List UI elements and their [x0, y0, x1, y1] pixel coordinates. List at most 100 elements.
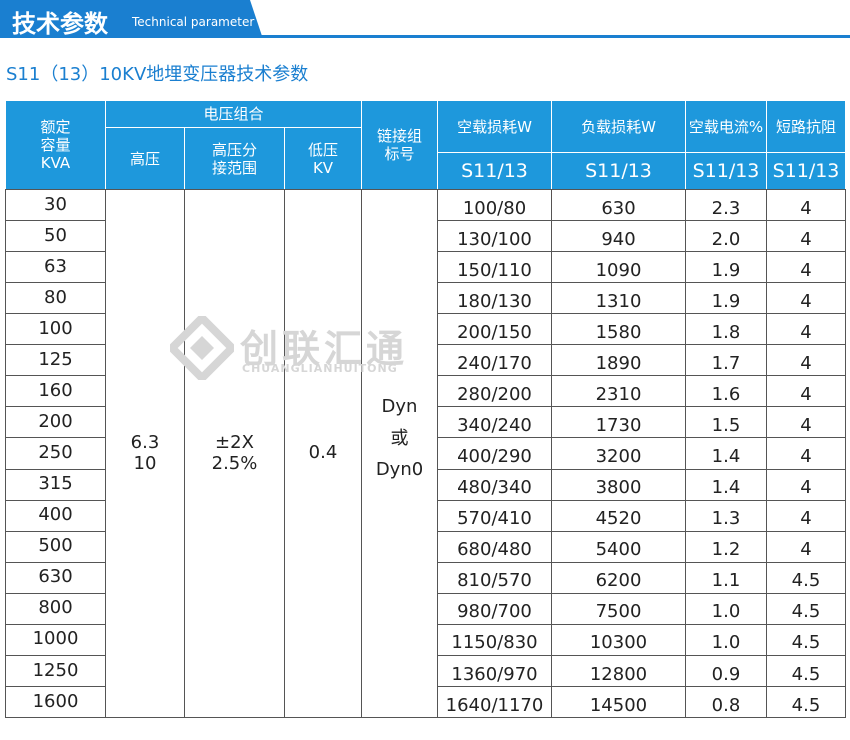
capacity-cell: 160: [5, 375, 106, 408]
value-cell: 1.6: [685, 375, 767, 408]
value-cell: 1150/830: [437, 623, 552, 656]
value-cell: 130/100: [437, 220, 552, 253]
value-cell: 3800: [551, 468, 686, 501]
value-cell: 570/410: [437, 499, 552, 532]
value-cell: 4: [766, 251, 846, 284]
capacity-cell: 100: [5, 313, 106, 346]
group-header: 电压组合: [105, 100, 362, 128]
value-cell: 480/340: [437, 468, 552, 501]
capacity-cell: 125: [5, 344, 106, 377]
value-cell: 1.0: [685, 623, 767, 656]
value-cell: 4: [766, 499, 846, 532]
value-cell: 14500: [551, 685, 686, 718]
value-cell: 4: [766, 220, 846, 253]
value-cell: 1.4: [685, 468, 767, 501]
header-bar: [0, 0, 850, 38]
value-cell: 12800: [551, 654, 686, 687]
value-cell: 1.7: [685, 344, 767, 377]
value-cell: 1890: [551, 344, 686, 377]
value-cell: 4.5: [766, 685, 846, 718]
column-header: 负载损耗W: [551, 100, 686, 153]
value-cell: 4: [766, 468, 846, 501]
watermark-name: 创联汇通: [240, 327, 409, 371]
header-subtitle: Technical parameter: [132, 15, 255, 29]
column-header: 低压 KV: [284, 127, 362, 190]
column-header: 高压: [105, 127, 185, 190]
column-header: 链接组 标号: [361, 100, 438, 190]
table-title: S11（13）10KV地埋变压器技术参数: [6, 64, 309, 85]
merged-cell: Dyn 或 Dyn0: [361, 189, 438, 718]
capacity-cell: 1600: [5, 685, 106, 718]
value-cell: 0.9: [685, 654, 767, 687]
value-cell: 4: [766, 282, 846, 315]
capacity-cell: 315: [5, 468, 106, 501]
capacity-cell: 80: [5, 282, 106, 315]
value-cell: 1.0: [685, 592, 767, 625]
value-cell: 680/480: [437, 530, 552, 563]
value-cell: 10300: [551, 623, 686, 656]
value-cell: 4: [766, 530, 846, 563]
capacity-cell: 250: [5, 437, 106, 470]
column-header: 空载电流%: [685, 100, 767, 153]
value-cell: 6200: [551, 561, 686, 594]
value-cell: 1640/1170: [437, 685, 552, 718]
value-cell: 4: [766, 313, 846, 346]
value-cell: 1360/970: [437, 654, 552, 687]
value-cell: 7500: [551, 592, 686, 625]
value-cell: 4: [766, 189, 846, 222]
sub-header: S11/13: [551, 152, 686, 190]
value-cell: 4.5: [766, 654, 846, 687]
column-header: 空载损耗W: [437, 100, 552, 153]
value-cell: 810/570: [437, 561, 552, 594]
value-cell: 980/700: [437, 592, 552, 625]
value-cell: 2310: [551, 375, 686, 408]
value-cell: 1580: [551, 313, 686, 346]
watermark-logo: [170, 316, 234, 380]
value-cell: 1.8: [685, 313, 767, 346]
watermark-pinyin: CHUANGLIANHUITONG: [242, 362, 398, 375]
value-cell: 1.4: [685, 437, 767, 470]
sub-header: S11/13: [437, 152, 552, 190]
capacity-cell: 500: [5, 530, 106, 563]
capacity-cell: 30: [5, 189, 106, 222]
value-cell: 4: [766, 344, 846, 377]
value-cell: 4: [766, 437, 846, 470]
value-cell: 150/110: [437, 251, 552, 284]
capacity-cell: 1250: [5, 654, 106, 687]
capacity-cell: 1000: [5, 623, 106, 656]
capacity-cell: 800: [5, 592, 106, 625]
value-cell: 4: [766, 375, 846, 408]
merged-cell: 0.4: [284, 189, 362, 718]
capacity-cell: 400: [5, 499, 106, 532]
value-cell: 4.5: [766, 623, 846, 656]
value-cell: 1.9: [685, 282, 767, 315]
merged-cell: 6.3 10: [105, 189, 185, 718]
sub-header: S11/13: [685, 152, 767, 190]
value-cell: 400/290: [437, 437, 552, 470]
value-cell: 1.1: [685, 561, 767, 594]
capacity-cell: 50: [5, 220, 106, 253]
header-title: 技术参数: [12, 10, 108, 38]
value-cell: 630: [551, 189, 686, 222]
value-cell: 340/240: [437, 406, 552, 439]
capacity-cell: 630: [5, 561, 106, 594]
merged-cell: ±2X 2.5%: [184, 189, 285, 718]
value-cell: 5400: [551, 530, 686, 563]
value-cell: 280/200: [437, 375, 552, 408]
value-cell: 240/170: [437, 344, 552, 377]
value-cell: 4520: [551, 499, 686, 532]
capacity-cell: 200: [5, 406, 106, 439]
value-cell: 4: [766, 406, 846, 439]
value-cell: 1.2: [685, 530, 767, 563]
value-cell: 1.5: [685, 406, 767, 439]
value-cell: 4.5: [766, 561, 846, 594]
value-cell: 200/150: [437, 313, 552, 346]
value-cell: 1310: [551, 282, 686, 315]
value-cell: 1.9: [685, 251, 767, 284]
value-cell: 1.3: [685, 499, 767, 532]
value-cell: 1090: [551, 251, 686, 284]
value-cell: 1730: [551, 406, 686, 439]
column-header: 额定 容量 KVA: [5, 100, 106, 190]
value-cell: 180/130: [437, 282, 552, 315]
